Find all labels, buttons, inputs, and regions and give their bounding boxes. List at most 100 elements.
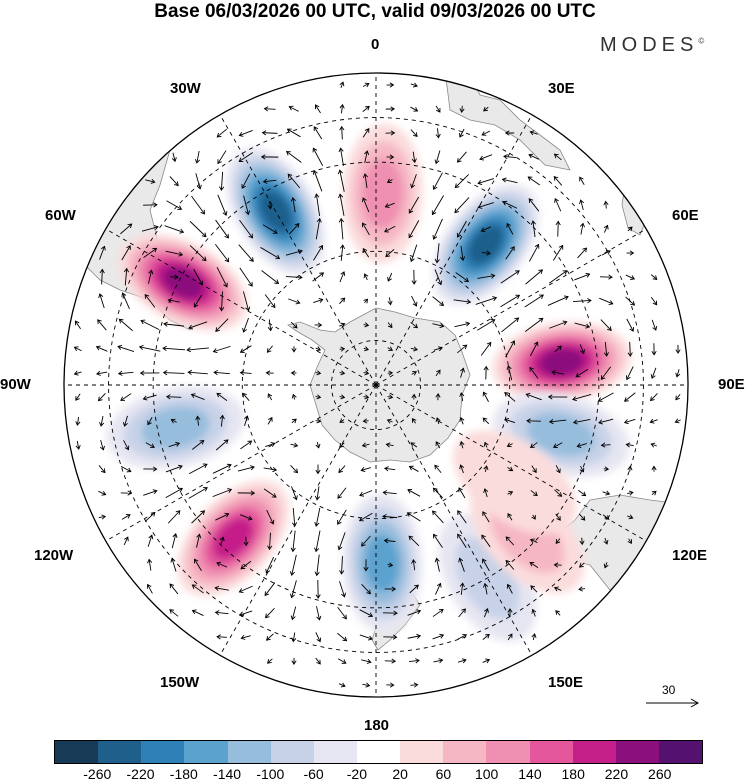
- wind-vector: [386, 154, 395, 160]
- wind-vector: [409, 584, 419, 594]
- wind-vector: [408, 658, 420, 664]
- wind-vector: [243, 195, 251, 216]
- wind-vector: [649, 418, 658, 424]
- wind-vector: [385, 106, 396, 112]
- wind-vector: [364, 150, 370, 164]
- anomaly-contour: [452, 430, 577, 534]
- wind-vector: [216, 128, 228, 138]
- wind-vector: [432, 633, 445, 640]
- wind-vector: [526, 418, 541, 424]
- wind-vector: [189, 245, 207, 262]
- wind-vector: [216, 634, 227, 640]
- wind-vector: [597, 392, 614, 402]
- wind-vector: [576, 443, 587, 448]
- colorbar-tick-label: 220: [604, 766, 629, 782]
- wind-vector: [600, 366, 612, 380]
- wind-vector: [98, 490, 107, 496]
- wind-vector: [651, 343, 657, 356]
- wind-vector: [529, 130, 538, 136]
- wind-vector: [459, 128, 465, 138]
- wind-vector: [194, 150, 200, 164]
- wind-vector: [188, 487, 208, 499]
- wind-vector: [265, 441, 276, 448]
- wind-vector: [457, 533, 467, 549]
- wind-vector: [363, 322, 370, 328]
- wind-vector: [553, 153, 562, 161]
- wind-vector: [529, 366, 539, 379]
- wind-vector: [214, 243, 230, 263]
- wind-vector: [288, 105, 299, 112]
- wind-vector: [482, 558, 490, 572]
- colorbar: [54, 740, 703, 764]
- wind-vector: [163, 321, 185, 327]
- wind-vector: [262, 224, 278, 234]
- wind-vector: [168, 441, 181, 448]
- wind-vector: [527, 176, 540, 186]
- wind-vector: [651, 319, 658, 331]
- wind-vector: [244, 415, 249, 427]
- wind-vector: [529, 538, 538, 544]
- lon-label-150e: 150E: [548, 674, 584, 691]
- wind-vector: [598, 418, 614, 425]
- wind-vector: [434, 243, 440, 264]
- wind-vector: [169, 583, 179, 595]
- lon-label-90w: 90W: [0, 376, 31, 393]
- wind-vector: [528, 198, 540, 212]
- wind-vector: [315, 104, 321, 114]
- wind-vector: [627, 490, 634, 496]
- wind-vector: [290, 370, 297, 376]
- wind-vector: [219, 414, 225, 427]
- wind-vector: [143, 489, 158, 496]
- wind-vector: [285, 151, 302, 163]
- wind-vector: [97, 393, 106, 402]
- wind-vector: [361, 197, 370, 213]
- wind-vector: [99, 268, 105, 285]
- wind-vector: [286, 274, 303, 280]
- colorbar-swatch-2: [141, 741, 185, 763]
- wind-vector: [290, 465, 299, 474]
- meridian-line: [375, 114, 533, 386]
- wind-vector: [98, 293, 105, 309]
- wind-vector: [338, 193, 345, 216]
- wind-vector: [260, 154, 279, 160]
- anomaly-contour: [468, 224, 504, 265]
- wind-vector: [193, 269, 203, 286]
- colorbar-swatch-13: [615, 741, 659, 763]
- wind-vector: [362, 82, 370, 88]
- wind-vector: [291, 507, 298, 527]
- wind-vector: [387, 562, 394, 568]
- wind-vector: [337, 532, 346, 551]
- wind-vector: [555, 538, 561, 545]
- wind-vector: [458, 557, 465, 572]
- wind-vector: [477, 178, 495, 185]
- wind-vector: [506, 442, 513, 448]
- wind-vector: [363, 394, 370, 400]
- wind-vector: [503, 154, 517, 160]
- wind-vector: [264, 294, 276, 309]
- colorbar-tick-label: -220: [126, 766, 155, 782]
- wind-vector: [408, 196, 420, 214]
- wind-vector: [314, 193, 321, 216]
- wind-vector: [315, 346, 322, 352]
- wind-vector: [482, 511, 490, 523]
- wind-vector: [362, 418, 369, 424]
- wind-vector: [217, 194, 228, 216]
- wind-vector: [625, 366, 634, 381]
- wind-vector: [215, 512, 230, 521]
- wind-vector: [553, 586, 562, 592]
- wind-vector: [144, 293, 156, 308]
- wind-vector: [337, 509, 347, 525]
- wind-vector: [552, 244, 564, 261]
- wind-vector: [264, 608, 275, 619]
- wind-vector: [99, 245, 106, 260]
- wind-vector: [479, 154, 493, 161]
- wind-vector: [287, 173, 301, 189]
- wind-vector: [459, 440, 465, 449]
- wind-vector: [214, 585, 229, 591]
- wind-vector: [121, 245, 131, 261]
- wind-vector: [263, 488, 277, 498]
- wind-vector: [242, 317, 249, 333]
- map-boundary: [63, 72, 689, 698]
- wind-vector: [501, 317, 520, 333]
- wind-vector: [432, 296, 445, 306]
